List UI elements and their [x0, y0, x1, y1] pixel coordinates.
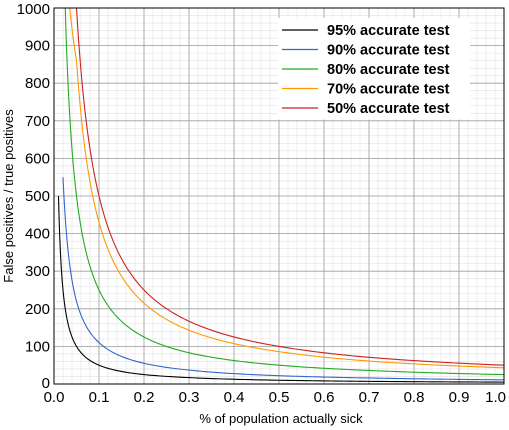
legend-label: 95% accurate test — [327, 23, 450, 39]
legend-label: 70% accurate test — [327, 82, 450, 98]
x-tick-label: 0.3 — [179, 389, 200, 406]
x-tick-label: 0.0 — [44, 389, 65, 406]
series-line — [62, 177, 505, 381]
x-tick-label: 1.0 — [485, 389, 506, 406]
y-axis-ticks: 0 100 200 300 400 500 600 700 800 900 1000 — [17, 1, 50, 392]
y-tick-label: 500 — [25, 188, 50, 205]
x-tick-label: 0.8 — [404, 389, 425, 406]
x-tick-label: 0.4 — [224, 389, 245, 406]
y-tick-label: 300 — [25, 263, 50, 280]
legend-label: 50% accurate test — [327, 101, 450, 117]
x-axis-title: % of population actually sick — [199, 411, 363, 426]
y-tick-label: 200 — [25, 301, 50, 318]
x-tick-label: 0.5 — [269, 389, 290, 406]
y-tick-label: 800 — [25, 75, 50, 92]
y-tick-label: 0 — [42, 375, 50, 392]
x-tick-label: 0.1 — [89, 389, 110, 406]
plot-frame — [53, 7, 505, 385]
y-axis-title: False positives / true positives — [1, 109, 16, 283]
series-line — [69, 7, 505, 369]
series-line — [75, 7, 505, 366]
y-tick-label: 400 — [25, 226, 50, 243]
x-tick-label: 0.6 — [314, 389, 335, 406]
y-tick-label: 900 — [25, 38, 50, 55]
series-line — [64, 7, 505, 376]
x-tick-label: 0.7 — [359, 389, 380, 406]
legend-label: 80% accurate test — [327, 62, 450, 78]
legend: 95% accurate test 90% accurate test 80% ac… — [282, 23, 450, 117]
series-line — [57, 195, 505, 383]
y-tick-label: 600 — [25, 150, 50, 167]
y-tick-label: 700 — [25, 113, 50, 130]
y-tick-label: 1000 — [17, 1, 50, 18]
x-tick-label: 0.2 — [134, 389, 155, 406]
legend-label: 90% accurate test — [327, 43, 450, 59]
x-tick-label: 0.9 — [449, 389, 470, 406]
x-axis-ticks: 0.0 0.1 0.2 0.3 0.4 0.5 0.6 0.7 0.8 0.9 1.0 — [44, 389, 506, 406]
series-lines — [57, 7, 505, 383]
y-tick-label: 100 — [25, 338, 50, 355]
